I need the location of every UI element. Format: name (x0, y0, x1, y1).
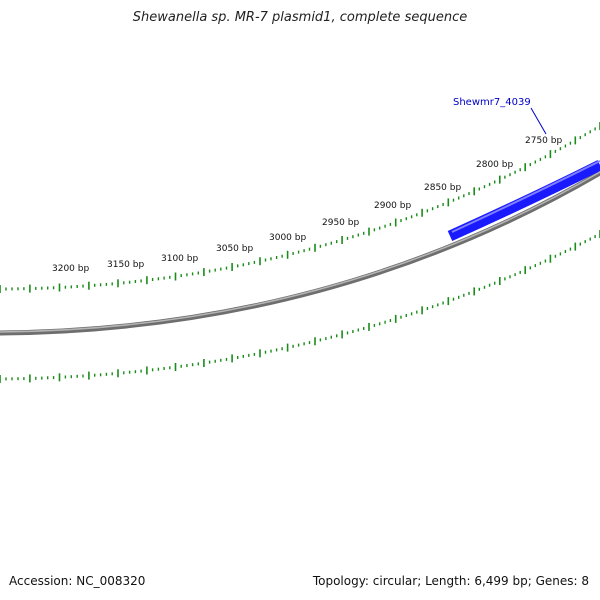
accession-text: Accession: NC_008320 (9, 574, 146, 588)
tick-label-2850: 2850 bp (424, 183, 461, 193)
gene-arc-highlight (451, 160, 600, 233)
tick-label-3150: 3150 bp (107, 260, 144, 270)
gene-label-leader (530, 107, 547, 135)
summary-text: Topology: circular; Length: 6,499 bp; Ge… (312, 574, 589, 588)
tick-label-2750: 2750 bp (525, 136, 562, 146)
sequence-backbone (0, 170, 600, 336)
outer-tick-ring (0, 122, 600, 293)
sequence-backbone-highlight (0, 171, 600, 333)
tick-label-2950: 2950 bp (322, 218, 359, 228)
tick-label-3000: 3000 bp (269, 233, 306, 243)
gene-label[interactable]: Shewmr7_4039 (453, 97, 531, 108)
tick-label-2800: 2800 bp (476, 160, 513, 170)
tick-label-3200: 3200 bp (52, 264, 89, 274)
tick-label-2900: 2900 bp (374, 201, 411, 211)
tick-label-3100: 3100 bp (161, 254, 198, 264)
gene-arc[interactable] (447, 160, 600, 242)
map-title: Shewanella sp. MR-7 plasmid1, complete s… (132, 10, 468, 25)
inner-tick-ring (0, 230, 600, 383)
tick-label-3050: 3050 bp (216, 244, 253, 254)
